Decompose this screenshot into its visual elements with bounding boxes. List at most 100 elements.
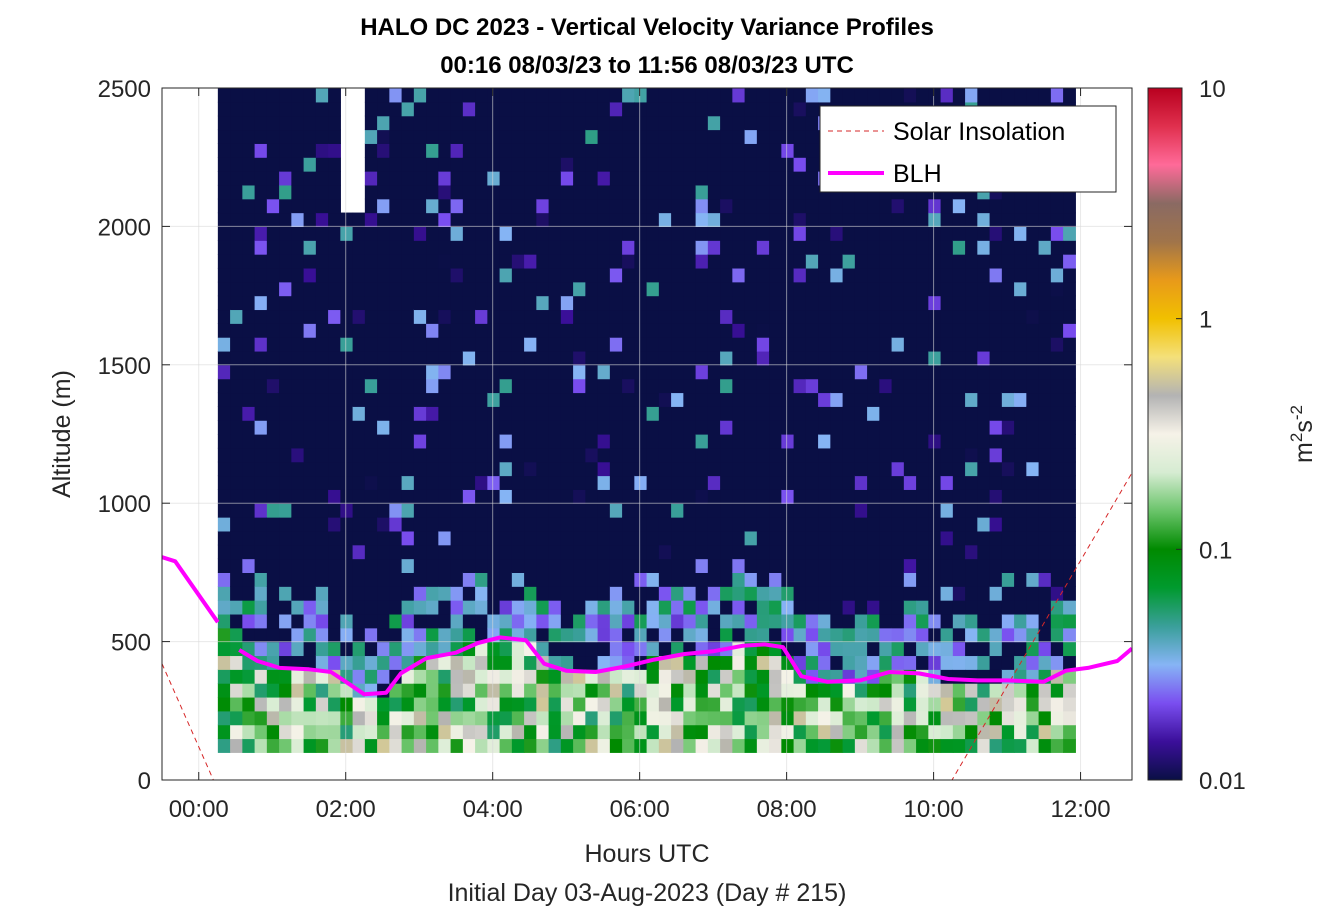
heatmap-cell xyxy=(609,337,623,352)
heatmap-cell xyxy=(254,696,268,712)
heatmap-cell xyxy=(426,489,439,504)
heatmap-cell xyxy=(315,364,329,380)
heatmap-cell xyxy=(854,350,868,366)
heatmap-cell xyxy=(475,406,488,421)
heatmap-cell xyxy=(291,710,305,726)
heatmap-cell xyxy=(1001,226,1015,241)
heatmap-cell xyxy=(903,420,917,435)
heatmap-cell xyxy=(462,184,476,200)
heatmap-cell xyxy=(634,434,648,449)
heatmap-cell xyxy=(891,461,905,477)
heatmap-cell xyxy=(340,710,354,726)
heatmap-cell xyxy=(254,350,268,366)
heatmap-cell xyxy=(744,254,758,269)
heatmap-cell xyxy=(683,669,697,684)
heatmap-cell xyxy=(793,544,807,560)
heatmap-cell xyxy=(230,129,243,144)
heatmap-cell xyxy=(364,669,378,684)
heatmap-cell xyxy=(413,212,427,227)
heatmap-cell xyxy=(377,406,390,421)
heatmap-cell xyxy=(413,503,427,518)
heatmap-cell xyxy=(230,240,243,255)
heatmap-cell xyxy=(622,586,635,601)
heatmap-cell xyxy=(1014,198,1027,214)
heatmap-cell xyxy=(1063,226,1076,241)
heatmap-cell xyxy=(854,586,868,601)
heatmap-cell xyxy=(413,600,427,615)
heatmap-cell xyxy=(279,198,292,214)
heatmap-cell xyxy=(352,600,366,615)
heatmap-cell xyxy=(977,254,991,269)
heatmap-cell xyxy=(1050,461,1064,477)
heatmap-cell xyxy=(536,558,550,573)
heatmap-cell xyxy=(1038,198,1052,214)
heatmap-cell xyxy=(609,267,623,283)
heatmap-cell xyxy=(867,489,880,504)
heatmap-cell xyxy=(916,364,929,380)
heatmap-cell xyxy=(254,627,268,643)
heatmap-cell xyxy=(744,475,758,490)
heatmap-cell xyxy=(989,267,1003,283)
heatmap-cell xyxy=(634,641,648,657)
heatmap-cell xyxy=(842,434,856,449)
heatmap-cell xyxy=(989,724,1003,740)
heatmap-cell xyxy=(266,212,280,227)
heatmap-cell xyxy=(1001,600,1015,615)
heatmap-cell xyxy=(769,586,782,601)
heatmap-cell xyxy=(536,613,550,629)
heatmap-cell xyxy=(560,392,574,407)
heatmap-cell xyxy=(597,129,611,144)
heatmap-cell xyxy=(818,655,831,670)
heatmap-cell xyxy=(291,655,305,670)
heatmap-cell xyxy=(1050,544,1064,560)
heatmap-cell xyxy=(291,738,305,753)
heatmap-cell xyxy=(609,724,623,740)
heatmap-cell xyxy=(658,600,672,615)
heatmap-cell xyxy=(303,240,317,255)
heatmap-cell xyxy=(573,586,586,601)
heatmap-cell xyxy=(266,517,280,532)
heatmap-cell xyxy=(1026,406,1040,421)
heatmap-cell xyxy=(573,295,586,311)
heatmap-cell xyxy=(1063,724,1076,740)
heatmap-cell xyxy=(634,295,648,311)
heatmap-cell xyxy=(230,420,243,435)
heatmap-cell xyxy=(340,350,354,366)
heatmap-cell xyxy=(291,447,305,463)
heatmap-cell xyxy=(671,434,684,449)
heatmap-cell xyxy=(952,613,966,629)
heatmap-cell xyxy=(940,226,954,241)
heatmap-cell xyxy=(499,683,513,698)
heatmap-cell xyxy=(879,586,893,601)
heatmap-cell xyxy=(291,544,305,560)
heatmap-cell xyxy=(744,129,758,144)
heatmap-cell xyxy=(609,696,623,712)
heatmap-cell xyxy=(940,683,954,698)
heatmap-cell xyxy=(475,738,488,753)
heatmap-cell xyxy=(340,392,354,407)
heatmap-cell xyxy=(364,171,378,186)
heatmap-cell xyxy=(977,738,991,753)
heatmap-cell xyxy=(315,627,329,643)
heatmap-cell xyxy=(266,337,280,352)
heatmap-cell xyxy=(524,447,537,463)
heatmap-cell xyxy=(536,489,550,504)
heatmap-cell xyxy=(928,710,942,726)
heatmap-cell xyxy=(401,115,415,131)
heatmap-cell xyxy=(573,350,586,366)
heatmap-cell xyxy=(279,600,292,615)
heatmap-cell xyxy=(450,696,464,712)
heatmap-cell xyxy=(511,558,525,573)
colorbar-tick-label: 1 xyxy=(1199,307,1212,334)
heatmap-cell xyxy=(671,724,684,740)
heatmap-cell xyxy=(524,572,537,587)
heatmap-cell xyxy=(671,157,684,172)
heatmap-cell xyxy=(658,420,672,435)
heatmap-cell xyxy=(548,613,562,629)
heatmap-cell xyxy=(609,129,623,144)
heatmap-cell xyxy=(1050,378,1064,394)
heatmap-cell xyxy=(413,115,427,131)
heatmap-cell xyxy=(646,420,660,435)
heatmap-cell xyxy=(854,267,868,283)
heatmap-cell xyxy=(671,517,684,532)
